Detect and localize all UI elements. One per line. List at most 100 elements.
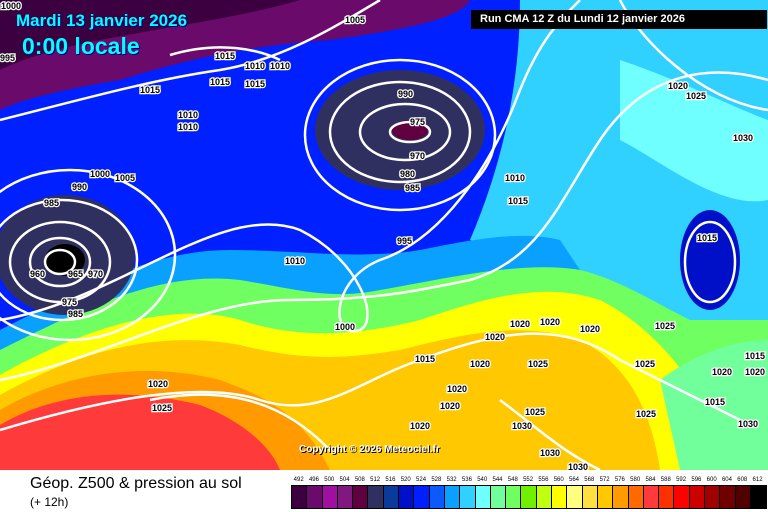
isobar-label: 990 [398,89,413,99]
scale-tick-label: 556 [538,477,549,483]
scale-tick-label: 572 [599,477,610,483]
isobar-label: 1010 [245,61,265,71]
scale-swatch [628,486,644,508]
scale-swatch [506,486,522,508]
isobar-label: 1020 [510,319,530,329]
scale-swatch [689,486,706,508]
isobar-label: 1000 [335,322,355,332]
isobar-label: 1015 [140,85,160,95]
scale-tick-label: 552 [523,477,534,483]
scale-swatch [597,486,614,508]
isobar-label: 1015 [705,397,725,407]
isobar-label: 975 [62,297,77,307]
scale-bar [291,485,768,509]
scale-tick-label: 564 [568,477,579,483]
isobar-label: 1025 [152,403,172,413]
isobars [0,0,768,470]
isobar-label: 1015 [245,79,265,89]
isobar-label: 1020 [580,324,600,334]
isobar-label: 1015 [215,51,235,61]
isobar-label: 1015 [415,354,435,364]
isobar-label: 1030 [733,133,753,143]
scale-tick-label: 596 [691,477,702,483]
scale-swatch [705,486,721,508]
scale-tick-label: 500 [324,477,335,483]
scale-swatch [353,486,369,508]
isobar-label: 1000 [90,169,110,179]
scale-tick-label: 612 [752,477,763,483]
forecast-time: 0:00 locale [22,33,140,59]
scale-tick-label: 532 [446,477,457,483]
isobar-label: 1025 [525,407,545,417]
isobar-label: 1005 [345,15,365,25]
scale-swatch [659,486,675,508]
isobar-label: 1015 [745,351,765,361]
z500-band-dark-purple [0,0,300,70]
geopotential-map: 1000 995 1005 1015 1015 1015 1010 1010 1015 1010 1… [0,0,768,470]
isobar-label: 1030 [512,421,532,431]
scale-swatch [429,486,445,508]
scale-tick-label: 584 [645,477,656,483]
scale-tick-label: 524 [416,477,427,483]
isobar-label: 1010 [505,173,525,183]
model-run-banner: Run CMA 12 Z du Lundi 12 janvier 2026 [471,10,767,29]
scale-tick-label: 548 [507,477,518,483]
scale-tick-label: 560 [553,477,564,483]
scale-swatch [720,486,736,508]
isobar-label: 960 [30,269,45,279]
scale-tick-label: 604 [721,477,732,483]
isobar-label: 965 [68,269,83,279]
scale-swatch [735,486,751,508]
scale-ticks: 492 496 500 504 508 512 516 520 524 528 532 536 540 5… [291,477,767,483]
z500-band-red [0,394,280,470]
isobar-label: 1030 [568,462,588,470]
scale-swatch [307,486,323,508]
scale-tick-label: 536 [461,477,472,483]
isobar-label: 1020 [440,401,460,411]
map-title: Géop. Z500 & pression au sol [30,475,242,492]
scale-tick-label: 588 [660,477,671,483]
scale-swatch [292,486,308,508]
isobar-label: 1030 [738,419,758,429]
scale-tick-label: 576 [614,477,625,483]
scale-swatch [368,486,384,508]
isobar-label: 1030 [540,448,560,458]
isobar-label: 1015 [210,77,230,87]
scale-tick-label: 508 [354,477,365,483]
isobar-label: 985 [68,309,83,319]
scale-tick-label: 600 [706,477,717,483]
isobar-label: 1015 [508,196,528,206]
isobar-label: 970 [88,269,103,279]
scale-swatch [674,486,690,508]
scale-swatch [582,486,598,508]
scale-swatch [750,486,767,508]
low-pressure-core-east [680,210,740,310]
isobar-label: 1020 [447,384,467,394]
isobar-label: 1020 [712,367,732,377]
scale-swatch [460,486,476,508]
isobar-label: 975 [410,117,425,127]
scale-tick-label: 512 [370,477,381,483]
isobar-label: 995 [397,236,412,246]
isobar-label: 1025 [636,409,656,419]
isobar-label: 985 [44,198,59,208]
copyright: Copyright © 2026 Meteociel.fr [299,444,440,455]
scale-tick-label: 504 [339,477,350,483]
scale-tick-label: 580 [630,477,641,483]
scale-tick-label: 528 [431,477,442,483]
scale-tick-label: 608 [737,477,748,483]
scale-swatch [383,486,400,508]
scale-tick-label: 516 [385,477,396,483]
isobar-label: 980 [400,169,415,179]
scale-swatch [521,486,537,508]
scale-swatch [613,486,629,508]
color-scale: 492 496 500 504 508 512 516 520 524 528 532 536 540 5… [291,477,768,509]
isobar-label: 1025 [686,91,706,101]
scale-swatch [490,486,507,508]
scale-swatch [567,486,583,508]
isobar-label: 1025 [528,359,548,369]
isobar-label: 990 [72,182,87,192]
isobar-label: 1020 [410,421,430,431]
isobar-label: 1020 [745,367,765,377]
